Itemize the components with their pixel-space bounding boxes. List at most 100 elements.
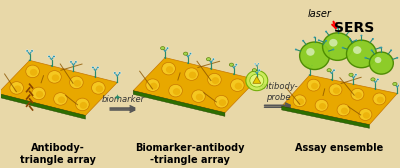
Circle shape [212, 58, 215, 60]
Circle shape [235, 64, 238, 66]
Circle shape [329, 39, 338, 47]
Circle shape [337, 104, 350, 116]
Circle shape [166, 47, 169, 49]
Circle shape [169, 84, 182, 97]
Circle shape [350, 74, 352, 76]
Circle shape [189, 53, 192, 55]
Circle shape [353, 83, 354, 85]
Circle shape [118, 72, 121, 74]
Circle shape [325, 40, 327, 42]
Circle shape [318, 39, 320, 41]
Text: biomarker: biomarker [102, 95, 145, 104]
Circle shape [329, 84, 342, 96]
Circle shape [307, 79, 320, 91]
Circle shape [215, 95, 228, 108]
Text: laser: laser [308, 9, 332, 19]
Circle shape [185, 68, 198, 80]
Ellipse shape [184, 52, 188, 55]
Circle shape [375, 57, 381, 63]
Circle shape [297, 98, 304, 105]
Circle shape [92, 82, 105, 94]
Circle shape [70, 61, 72, 63]
Circle shape [364, 57, 366, 59]
Circle shape [58, 96, 65, 103]
Circle shape [396, 57, 398, 59]
Circle shape [394, 83, 396, 85]
Circle shape [74, 80, 81, 87]
Circle shape [230, 79, 244, 91]
Circle shape [349, 38, 351, 40]
Circle shape [359, 109, 372, 120]
Circle shape [233, 73, 235, 75]
Circle shape [76, 98, 89, 111]
Circle shape [315, 99, 328, 111]
Circle shape [374, 88, 376, 90]
Circle shape [380, 47, 382, 48]
Circle shape [70, 76, 83, 89]
Circle shape [372, 38, 374, 40]
Circle shape [166, 66, 173, 73]
Circle shape [319, 103, 326, 110]
Text: Assay ensemble: Assay ensemble [295, 143, 384, 153]
Circle shape [48, 71, 61, 83]
Circle shape [377, 97, 384, 103]
Circle shape [10, 82, 24, 94]
Circle shape [196, 94, 203, 101]
Circle shape [114, 72, 116, 74]
Circle shape [48, 55, 50, 58]
Circle shape [348, 31, 350, 32]
Circle shape [390, 49, 392, 51]
Text: Antibody-
triangle array: Antibody- triangle array [20, 143, 96, 165]
Circle shape [306, 48, 315, 56]
Circle shape [162, 62, 176, 75]
Circle shape [342, 47, 344, 49]
Circle shape [311, 65, 313, 67]
Circle shape [293, 95, 306, 107]
Circle shape [258, 69, 260, 71]
Circle shape [332, 49, 334, 50]
Circle shape [322, 33, 352, 60]
Ellipse shape [206, 58, 211, 61]
Circle shape [360, 35, 362, 36]
Circle shape [351, 88, 364, 100]
Circle shape [150, 83, 158, 90]
Circle shape [26, 50, 28, 52]
Circle shape [379, 47, 381, 49]
Circle shape [208, 73, 221, 86]
Circle shape [353, 46, 362, 54]
Circle shape [325, 31, 327, 32]
Circle shape [235, 83, 242, 90]
Circle shape [80, 102, 87, 109]
Text: antibody-
probe: antibody- probe [258, 82, 298, 102]
Circle shape [53, 55, 55, 58]
Polygon shape [253, 76, 261, 83]
Circle shape [189, 72, 196, 78]
Circle shape [398, 83, 400, 85]
Circle shape [396, 93, 398, 94]
Circle shape [306, 65, 308, 67]
Ellipse shape [160, 47, 165, 50]
Circle shape [300, 42, 330, 70]
Polygon shape [133, 91, 225, 116]
Circle shape [346, 40, 376, 68]
Circle shape [355, 39, 357, 41]
Circle shape [328, 69, 330, 71]
Circle shape [162, 47, 164, 49]
Circle shape [336, 27, 338, 29]
Circle shape [74, 61, 77, 63]
Circle shape [14, 85, 22, 92]
Circle shape [372, 78, 374, 80]
Ellipse shape [371, 78, 375, 81]
Circle shape [371, 49, 373, 51]
Ellipse shape [327, 69, 331, 72]
Circle shape [184, 53, 187, 55]
Ellipse shape [393, 82, 397, 86]
Circle shape [331, 79, 332, 80]
Circle shape [376, 78, 379, 80]
Circle shape [219, 99, 226, 106]
Circle shape [309, 74, 310, 76]
Circle shape [254, 63, 256, 65]
Ellipse shape [305, 64, 309, 67]
Circle shape [30, 69, 37, 76]
Circle shape [256, 79, 258, 80]
